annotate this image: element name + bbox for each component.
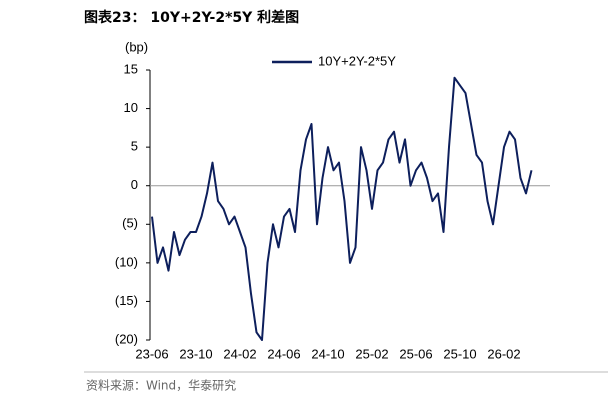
y-tick-label: 0 xyxy=(131,177,138,192)
legend-label: 10Y+2Y-2*5Y xyxy=(318,53,396,68)
x-tick-label: 24-06 xyxy=(267,346,300,361)
x-tick-label: 24-02 xyxy=(223,346,256,361)
y-tick-label: (5) xyxy=(122,216,138,231)
y-axis-label: (bp) xyxy=(125,39,148,54)
source: 资料来源：Wind，华泰研究 xyxy=(86,378,236,393)
x-tick-label: 24-10 xyxy=(311,346,344,361)
series-line xyxy=(151,76,533,341)
x-tick-label: 26-02 xyxy=(487,346,520,361)
y-tick-label: (20) xyxy=(115,331,138,346)
x-tick-label: 25-10 xyxy=(443,346,476,361)
y-tick-label: 10 xyxy=(124,100,138,115)
y-tick-label: 5 xyxy=(131,139,138,154)
y-tick-label: 15 xyxy=(124,61,138,76)
y-tick-label: (10) xyxy=(115,254,138,269)
x-tick-label: 23-06 xyxy=(135,346,168,361)
x-tick-label: 23-10 xyxy=(179,346,212,361)
x-tick-label: 25-06 xyxy=(399,346,432,361)
x-tick-label: 25-02 xyxy=(355,346,388,361)
chart-title: 图表23： 10Y+2Y-2*5Y 利差图 xyxy=(84,9,299,26)
y-tick-label: (15) xyxy=(115,293,138,308)
